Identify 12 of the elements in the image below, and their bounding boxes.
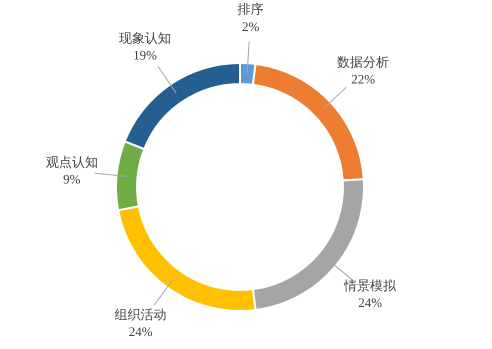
data-label: 24% [128,324,153,340]
data-label: 24% [358,295,382,310]
slice-label: 观点认知 [46,155,98,170]
data-label: 2% [242,18,260,34]
slice-label: 排序 [238,2,264,18]
data-label: 9% [63,172,81,187]
slice-label: 组织活动 [114,308,167,324]
slice-label: 情景模拟 [343,279,398,294]
data-label: 19% [133,48,158,63]
slice-label: 数据分析 [337,56,390,71]
slice-label: 现象认知 [119,32,172,47]
data-label: 22% [351,72,376,87]
